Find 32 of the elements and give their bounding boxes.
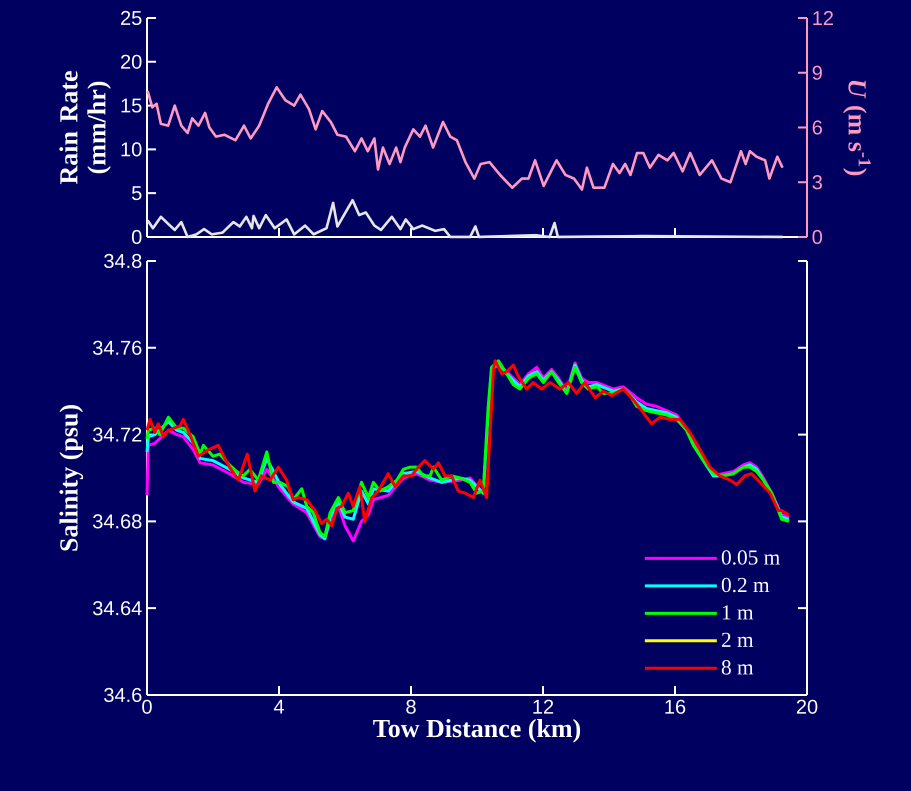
x-tick-label: 8 bbox=[406, 700, 416, 714]
legend-label: 1 m bbox=[722, 605, 754, 620]
legend-label: 0.05 m bbox=[722, 550, 780, 565]
y2-tick-label: 6 bbox=[812, 120, 822, 135]
y-tick-label: 10 bbox=[122, 142, 142, 156]
y-axis-title: Rain Rate (mm/hr) bbox=[59, 71, 111, 184]
legend-label: 8 m bbox=[722, 660, 754, 675]
x-tick-label: 20 bbox=[796, 700, 818, 714]
x-tick-label: 16 bbox=[665, 700, 686, 714]
y-tick-label: 34.6 bbox=[104, 688, 142, 702]
x-axis-title: Tow Distance (km) bbox=[373, 719, 580, 743]
y-tick-label: 5 bbox=[132, 186, 142, 200]
y2-axis-title: U (m s$^{-1}$) bbox=[843, 80, 871, 176]
x-tick-label: 0 bbox=[142, 700, 152, 714]
y2-tick-label: 3 bbox=[812, 175, 822, 190]
y-tick-label: 15 bbox=[122, 98, 142, 113]
x-tick-label: 4 bbox=[274, 700, 284, 714]
y-tick-label: 34.8 bbox=[104, 254, 142, 268]
x-tick-label: 12 bbox=[533, 700, 554, 714]
y2-tick-label: 0 bbox=[812, 230, 822, 244]
y-axis-title: Salinity (psu) bbox=[59, 405, 84, 551]
y2-tick-label: 9 bbox=[812, 66, 822, 80]
y-tick-label: 34.72 bbox=[92, 428, 142, 442]
y2-tick-label: 12 bbox=[813, 11, 833, 25]
y-tick-label: 20 bbox=[121, 54, 142, 69]
y-tick-label: 34.64 bbox=[92, 601, 142, 616]
y-tick-label: 34.76 bbox=[92, 340, 142, 355]
legend-label: 0.2 m bbox=[722, 578, 770, 592]
legend-label: 2 m bbox=[722, 632, 754, 647]
y-tick-label: 0 bbox=[132, 230, 142, 244]
y-tick-label: 34.68 bbox=[92, 514, 142, 528]
y-tick-label: 25 bbox=[121, 10, 142, 26]
